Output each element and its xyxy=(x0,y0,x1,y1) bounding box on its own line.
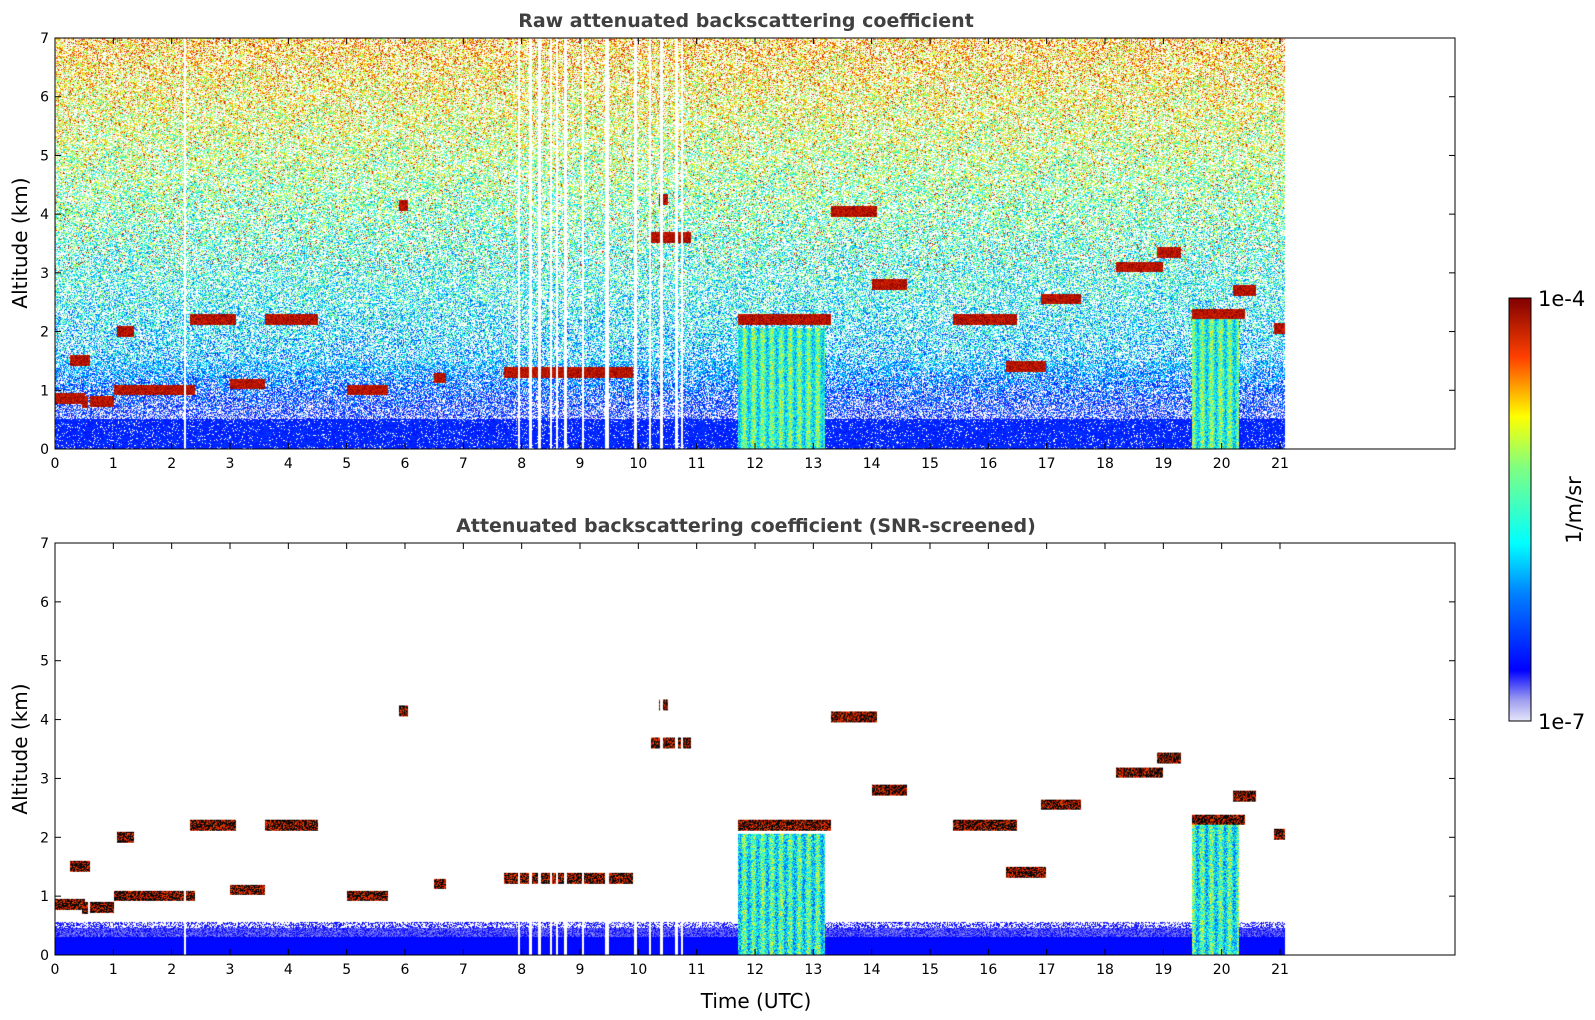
panel-snr-ytick-label: 0 xyxy=(40,948,49,964)
panel-snr-xtick-label: 1 xyxy=(109,962,118,978)
panel-raw-ytick-label: 7 xyxy=(40,31,49,47)
panel-snr-ytick-label: 2 xyxy=(40,830,49,846)
panel-raw-xtick-label: 21 xyxy=(1271,456,1289,472)
panel-snr-xtick-label: 14 xyxy=(863,962,881,978)
panel-snr: Attenuated backscattering coefficient (S… xyxy=(8,515,1456,1013)
panel-snr-xtick-label: 7 xyxy=(459,962,468,978)
panel-raw-ytick-label: 1 xyxy=(40,383,49,399)
panel-snr-xtick-label: 16 xyxy=(979,962,997,978)
panel-snr-ytick-label: 6 xyxy=(40,595,49,611)
panel-raw-xtick-label: 1 xyxy=(109,456,118,472)
panel-snr-ytick-label: 1 xyxy=(40,889,49,905)
panel-raw-xtick-label: 9 xyxy=(576,456,585,472)
panel-raw-xtick-label: 20 xyxy=(1213,456,1231,472)
panel-raw-xtick-label: 11 xyxy=(688,456,706,472)
panel-snr-xtick-label: 3 xyxy=(226,962,235,978)
panel-snr-xtick-label: 18 xyxy=(1096,962,1114,978)
panel-raw-xtick-label: 18 xyxy=(1096,456,1114,472)
panel-raw-ytick-label: 6 xyxy=(40,90,49,106)
colorbar: 1e-4 1e-7 1/m/sr xyxy=(1508,287,1586,734)
panel-snr-xtick-label: 15 xyxy=(921,962,939,978)
panel-snr-xtick-label: 5 xyxy=(342,962,351,978)
panel-raw-xtick-label: 17 xyxy=(1038,456,1056,472)
panel-raw-xtick-label: 14 xyxy=(863,456,881,472)
panel-snr-ytick-label: 7 xyxy=(40,536,49,552)
panel-raw-xtick-label: 4 xyxy=(284,456,293,472)
panel-raw-xtick-label: 6 xyxy=(401,456,410,472)
panel-raw-xtick-label: 10 xyxy=(629,456,647,472)
panel-snr-ytick-label: 3 xyxy=(40,771,49,787)
panel-snr-ytick-label: 4 xyxy=(40,713,49,729)
panel-raw-xtick-label: 2 xyxy=(167,456,176,472)
panel-raw-ytick-label: 5 xyxy=(40,148,49,164)
panel-raw-xtick-label: 3 xyxy=(226,456,235,472)
panel-raw: Raw attenuated backscattering coefficien… xyxy=(8,10,1456,472)
panel-snr-xtick-label: 12 xyxy=(746,962,764,978)
panel-snr-xtick-label: 11 xyxy=(688,962,706,978)
panel-snr-xtick-label: 9 xyxy=(576,962,585,978)
panel-snr-xtick-label: 8 xyxy=(517,962,526,978)
colorbar-min-label: 1e-7 xyxy=(1538,710,1585,734)
panel-snr-axes: 0 1 2 3 4 5 6 7 8 9 10 11 12 13 14 15 16 17 18 19 20 21012345… xyxy=(40,536,1455,978)
panel-raw-ylabel: Altitude (km) xyxy=(8,177,32,308)
panel-snr-ytick-label: 5 xyxy=(40,654,49,670)
panel-snr-xtick-label: 2 xyxy=(167,962,176,978)
colorbar-max-label: 1e-4 xyxy=(1538,287,1585,311)
panel-raw-xtick-label: 12 xyxy=(746,456,764,472)
colorbar-unit-label: 1/m/sr xyxy=(1562,476,1586,544)
panel-raw-xtick-label: 19 xyxy=(1154,456,1172,472)
panel-raw-heatmap xyxy=(55,38,1455,449)
colorbar-gradient xyxy=(1508,297,1532,722)
panel-snr-xtick-label: 17 xyxy=(1038,962,1056,978)
panel-raw-title: Raw attenuated backscattering coefficien… xyxy=(518,10,974,32)
panel-snr-heatmap xyxy=(55,543,1455,955)
panel-snr-title: Attenuated backscattering coefficient (S… xyxy=(456,515,1036,537)
panel-raw-xtick-label: 15 xyxy=(921,456,939,472)
panel-raw-xtick-label: 13 xyxy=(804,456,822,472)
panel-snr-xtick-label: 10 xyxy=(629,962,647,978)
panel-snr-xtick-label: 13 xyxy=(804,962,822,978)
panel-raw-ytick-label: 4 xyxy=(40,207,49,223)
panel-raw-xtick-label: 5 xyxy=(342,456,351,472)
panel-raw-ytick-label: 0 xyxy=(40,442,49,458)
panel-raw-xtick-label: 7 xyxy=(459,456,468,472)
panel-raw-axes: 0 1 2 3 4 5 6 7 8 9 10 11 12 13 14 15 16 17 18 19 20 21012345… xyxy=(40,31,1455,472)
panel-raw-xtick-label: 8 xyxy=(517,456,526,472)
panel-raw-ytick-label: 2 xyxy=(40,325,49,341)
panel-snr-xtick-label: 20 xyxy=(1213,962,1231,978)
panel-snr-ylabel: Altitude (km) xyxy=(8,683,32,814)
panel-raw-xtick-label: 16 xyxy=(979,456,997,472)
panel-raw-ytick-label: 3 xyxy=(40,266,49,282)
panel-snr-xtick-label: 19 xyxy=(1154,962,1172,978)
panel-snr-xtick-label: 0 xyxy=(51,962,60,978)
panel-snr-xlabel: Time (UTC) xyxy=(700,989,812,1013)
panel-raw-xtick-label: 0 xyxy=(51,456,60,472)
panel-snr-xtick-label: 6 xyxy=(401,962,410,978)
panel-snr-xtick-label: 4 xyxy=(284,962,293,978)
panel-snr-xtick-label: 21 xyxy=(1271,962,1289,978)
